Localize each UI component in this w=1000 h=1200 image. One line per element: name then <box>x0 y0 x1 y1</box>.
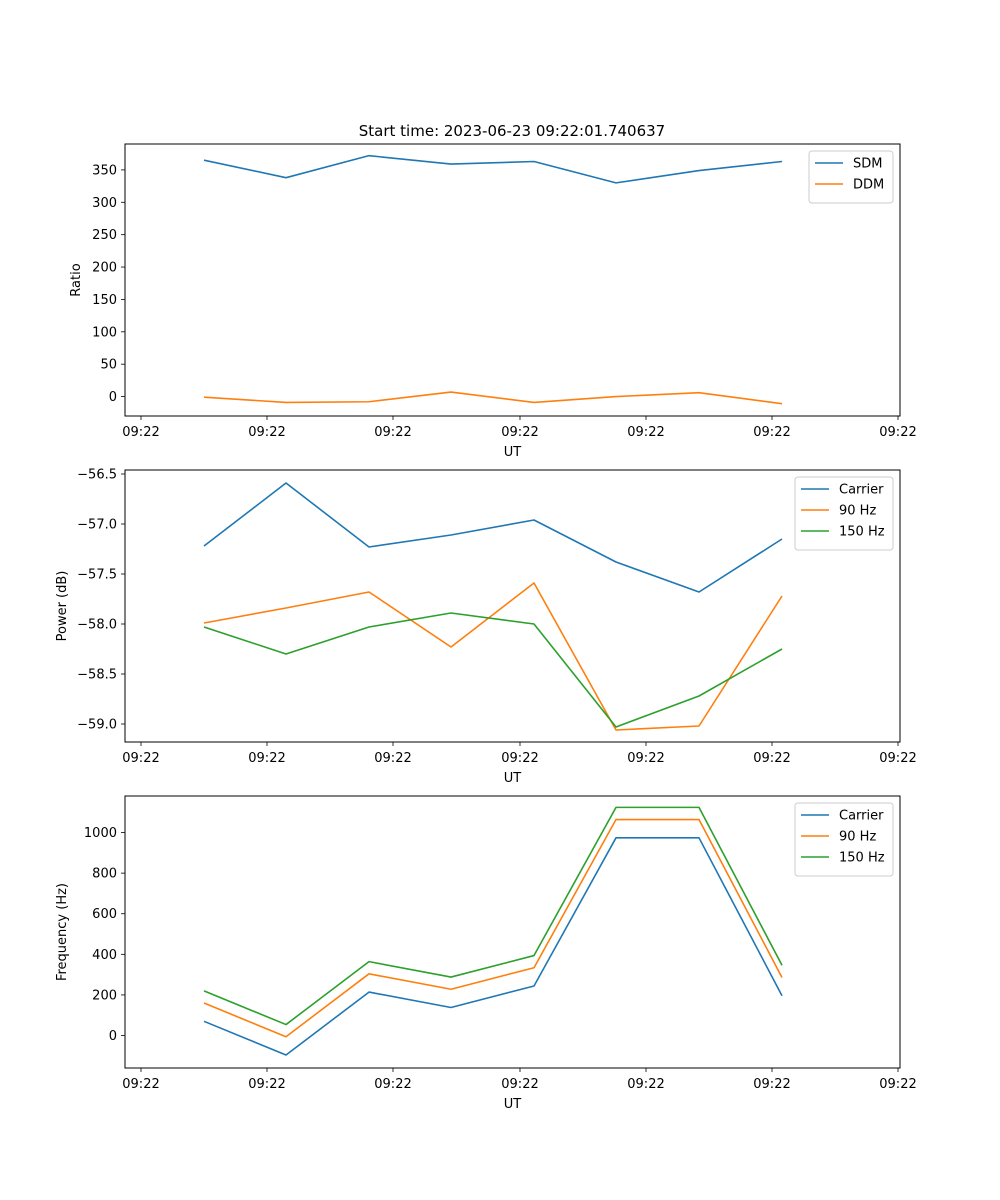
chart-panel-2: −59.0 −58.5 −58.0 −57.5 −57.0 −56.5 09:22 09:22… <box>55 468 917 787</box>
y-tick-label: 600 <box>92 907 117 922</box>
y-tick-label: 800 <box>92 867 117 882</box>
chart-panel-3: 0 200 400 600 800 1000 09:22 09:22 09:22 09:22 09:… <box>55 795 917 1112</box>
legend: Carrier 90 Hz 150 Hz <box>794 476 894 551</box>
figure-title: Start time: 2023-06-23 09:22:01.740637 <box>359 122 665 140</box>
x-tick-label: 09:22 <box>627 1077 664 1092</box>
x-tick-label: 09:22 <box>753 1077 790 1092</box>
y-axis-label: Frequency (Hz) <box>55 883 70 981</box>
legend-label: 90 Hz <box>839 830 876 845</box>
series-line-90-hz <box>203 818 783 1038</box>
y-tick-label: 150 <box>92 293 117 308</box>
x-tick-label: 09:22 <box>501 751 538 766</box>
legend-box <box>808 150 894 204</box>
legend-label: 90 Hz <box>839 504 876 519</box>
legend-label: DDM <box>853 178 884 193</box>
y-axis-label: Power (dB) <box>55 571 70 642</box>
y-tick-label: 400 <box>92 948 117 963</box>
y-axis-label: Ratio <box>69 263 84 296</box>
x-axis-label: UT <box>504 445 522 460</box>
y-tick-label: 300 <box>92 196 117 211</box>
x-tick-label: 09:22 <box>627 751 664 766</box>
x-tick-label: 09:22 <box>753 751 790 766</box>
axes-frame <box>124 795 901 1069</box>
y-tick-label: 200 <box>92 261 117 276</box>
legend: SDM DDM <box>808 150 894 204</box>
series-line-150-hz <box>203 806 783 1026</box>
legend-label: Carrier <box>839 809 884 824</box>
x-tick-label: 09:22 <box>122 425 159 440</box>
series-line-carrier <box>203 837 783 1056</box>
x-tick-label: 09:22 <box>122 751 159 766</box>
legend-label: 150 Hz <box>839 851 885 866</box>
y-tick-label: 200 <box>92 988 117 1003</box>
x-tick-label: 09:22 <box>248 751 285 766</box>
x-axis-label: UT <box>504 1097 522 1112</box>
y-tick-label: −57.0 <box>77 518 117 533</box>
y-tick-label: 100 <box>92 325 117 340</box>
y-tick-label: 350 <box>92 163 117 178</box>
x-tick-label: 09:22 <box>879 1077 916 1092</box>
y-tick-label: −59.0 <box>77 718 117 733</box>
y-tick-label: 1000 <box>84 826 117 841</box>
legend-label: Carrier <box>839 483 884 498</box>
y-tick-label: −57.5 <box>77 568 117 583</box>
x-tick-label: 09:22 <box>501 1077 538 1092</box>
x-tick-label: 09:22 <box>501 425 538 440</box>
x-tick-label: 09:22 <box>879 425 916 440</box>
x-tick-label: 09:22 <box>753 425 790 440</box>
y-tick-label: −58.0 <box>77 618 117 633</box>
y-tick-label: −56.5 <box>77 468 117 483</box>
y-tick-label: 0 <box>109 390 117 405</box>
chart-panel-1: 0 50 100 150 200 250 300 350 09:22 09:22 09:22 09:2… <box>69 143 917 460</box>
x-tick-label: 09:22 <box>879 751 916 766</box>
x-tick-label: 09:22 <box>374 751 411 766</box>
x-axis-label: UT <box>504 771 522 786</box>
series-line-carrier <box>203 482 783 593</box>
x-tick-label: 09:22 <box>374 1077 411 1092</box>
axes-frame <box>124 143 901 417</box>
x-tick-label: 09:22 <box>627 425 664 440</box>
legend-label: 150 Hz <box>839 525 885 540</box>
axes-frame <box>124 469 901 743</box>
x-tick-label: 09:22 <box>122 1077 159 1092</box>
series-line-90-hz <box>203 582 783 731</box>
y-tick-label: 0 <box>109 1029 117 1044</box>
x-tick-label: 09:22 <box>374 425 411 440</box>
series-line-ddm <box>203 391 783 405</box>
series-line-sdm <box>203 154 783 184</box>
x-tick-label: 09:22 <box>248 1077 285 1092</box>
y-tick-label: −58.5 <box>77 668 117 683</box>
legend-label: SDM <box>853 157 882 172</box>
x-tick-label: 09:22 <box>248 425 285 440</box>
y-tick-label: 50 <box>100 358 117 373</box>
y-tick-label: 250 <box>92 228 117 243</box>
series-line-150-hz <box>203 612 783 728</box>
legend: Carrier 90 Hz 150 Hz <box>794 802 894 877</box>
